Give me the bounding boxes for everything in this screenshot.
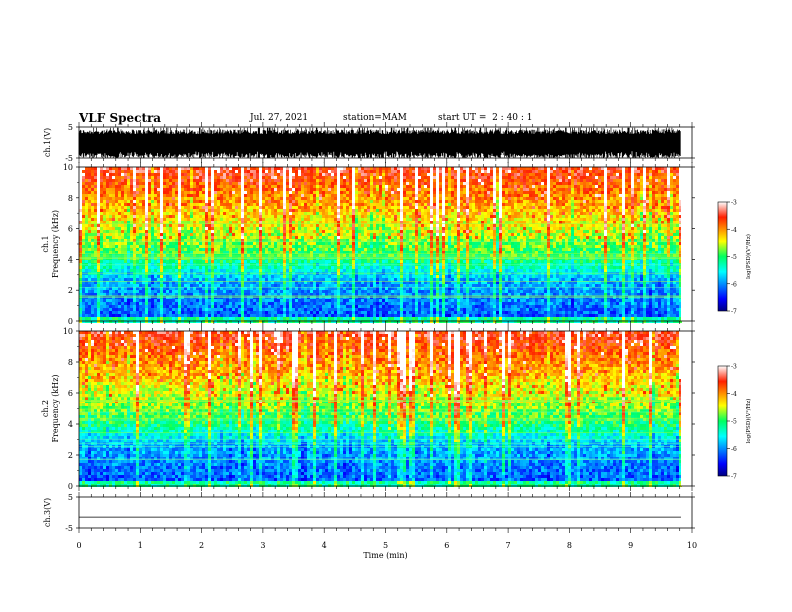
x-tick-label: 10 <box>687 541 697 550</box>
panel-1: ch.1(V) 5 -5 <box>43 122 695 163</box>
y-tick-label: 5 <box>68 123 73 132</box>
colorbar-tick-label: -7 <box>731 474 737 481</box>
x-tick-label: 4 <box>322 541 327 550</box>
y-tick-label: 10 <box>63 327 73 336</box>
colorbar: -3 -4 -5 -6 -7 log(PSD)(V²/Hz) <box>717 200 752 316</box>
y-axis-label: ch.1(V) <box>43 128 52 157</box>
date-label: Jul. 27, 2021 <box>250 113 308 123</box>
y-tick-label: -5 <box>65 524 73 533</box>
y-axis: 5 -5 <box>65 493 695 533</box>
panel-4: ch.3(V) 5 -5 <box>43 492 695 533</box>
colorbar-tick-label: -6 <box>731 281 737 288</box>
y-tick-label: 6 <box>68 389 73 398</box>
colorbar-label: log(PSD)(V²/Hz) <box>745 399 752 444</box>
colorbar-tick-label: -3 <box>731 364 737 371</box>
colorbar-tick-label: -4 <box>731 391 737 398</box>
spectrogram-image <box>79 167 682 323</box>
y-tick-label: 5 <box>68 493 73 502</box>
y-axis: 5 -5 <box>65 123 695 163</box>
interference-lines <box>79 223 681 298</box>
y-tick-label: 6 <box>68 225 73 234</box>
panel-2: -3 -4 -5 -6 -7 log(PSD)(V²/Hz) ch.1 Frequency (… <box>41 162 752 326</box>
x-tick-label: 7 <box>506 541 511 550</box>
waveform-trace <box>78 127 681 158</box>
x-ticks <box>78 492 693 533</box>
y-axis-label: Frequency (kHz) <box>51 374 60 442</box>
panel-frame <box>78 496 693 529</box>
station-label: station=MAM <box>343 113 407 123</box>
panel-channel-label: ch.1 <box>41 235 50 252</box>
y-tick-label: 4 <box>68 255 73 264</box>
colorbar: -3 -4 -5 -6 -7 log(PSD)(V²/Hz) <box>717 364 752 481</box>
colorbar-tick-label: -6 <box>731 446 737 453</box>
y-axis: 0 2 4 6 8 10 <box>63 327 695 491</box>
x-tick-label: 9 <box>628 541 633 550</box>
y-tick-label: -5 <box>65 154 73 163</box>
x-tick-label: 8 <box>567 541 572 550</box>
y-tick-label: 2 <box>68 451 73 460</box>
y-tick-label: 0 <box>68 317 73 326</box>
y-tick-label: 8 <box>68 358 73 367</box>
y-tick-label: 2 <box>68 286 73 295</box>
colorbar-label: log(PSD)(V²/Hz) <box>745 234 752 279</box>
x-tick-label: 5 <box>383 541 388 550</box>
y-tick-label: 8 <box>68 194 73 203</box>
x-tick-label: 6 <box>444 541 449 550</box>
y-tick-label: 4 <box>68 420 73 429</box>
interference-lines <box>79 396 681 460</box>
x-tick-label: 3 <box>260 541 265 550</box>
y-axis: 0 2 4 6 8 10 <box>63 163 695 326</box>
y-axis-label: ch.3(V) <box>43 498 52 527</box>
x-ticks <box>78 162 693 326</box>
x-ticks <box>78 326 693 491</box>
y-tick-label: 0 <box>68 482 73 491</box>
y-axis-label: Frequency (kHz) <box>51 210 60 278</box>
x-axis-label: Time (min) <box>363 551 407 560</box>
colorbar-tick-label: -7 <box>731 309 737 316</box>
colorbar-tick-label: -4 <box>731 227 737 234</box>
colorbar-tick-label: -5 <box>731 419 737 426</box>
x-tick-label: 2 <box>199 541 204 550</box>
panel-3: -3 -4 -5 -6 -7 log(PSD)(V²/Hz) ch.2 Frequency (… <box>41 326 752 491</box>
x-axis: 0 1 2 3 4 5 6 7 8 9 10 Time (min) <box>76 541 697 560</box>
colorbar-tick-label: -5 <box>731 254 737 261</box>
x-tick-label: 1 <box>138 541 143 550</box>
colorbar-tick-label: -3 <box>731 200 737 207</box>
y-tick-label: 10 <box>63 163 73 172</box>
start-ut-label: start UT = 2 : 40 : 1 <box>438 113 533 123</box>
x-tick-label: 0 <box>76 541 81 550</box>
chart-title: VLF Spectra <box>79 111 161 125</box>
panel-channel-label: ch.2 <box>41 400 50 417</box>
